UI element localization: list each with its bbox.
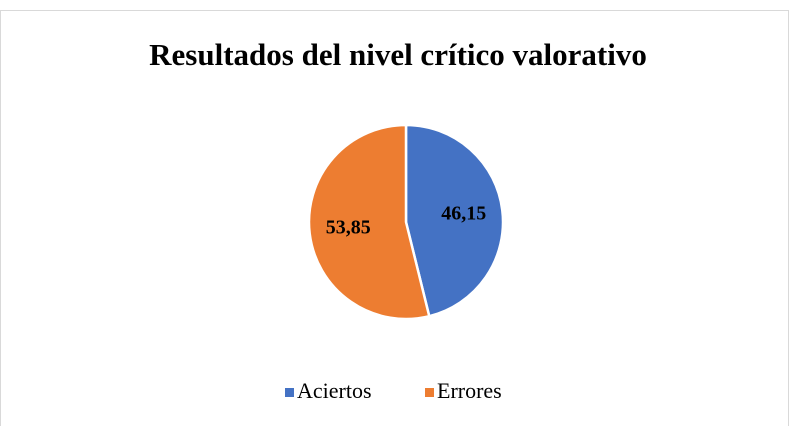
data-label: 46,15 xyxy=(441,203,486,225)
legend-label: Aciertos xyxy=(297,378,372,403)
legend-swatch xyxy=(425,388,434,397)
legend-label: Errores xyxy=(437,378,502,403)
legend-swatch xyxy=(285,388,294,397)
data-label: 53,85 xyxy=(326,217,371,239)
pie-slice xyxy=(404,123,505,318)
pie-slice xyxy=(307,123,431,321)
chart-title: Resultados del nivel crítico valorativo xyxy=(149,37,647,72)
